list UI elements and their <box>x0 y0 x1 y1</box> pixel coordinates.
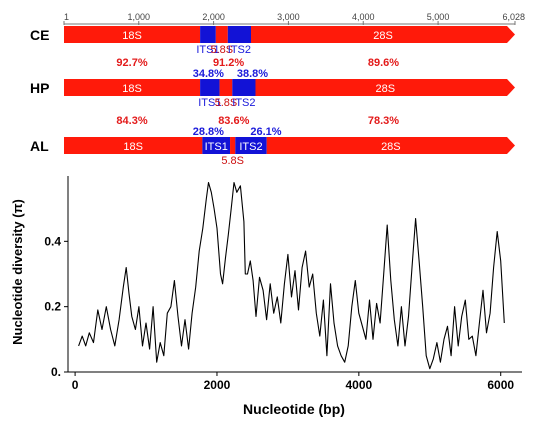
segment-58s <box>230 137 236 154</box>
segment-its2 <box>235 137 267 154</box>
y-tick-label: 0. <box>51 365 61 379</box>
segment-58s <box>219 79 233 96</box>
segment-label: ITS2 <box>232 97 255 109</box>
identity-percentage: 89.6% <box>368 57 399 69</box>
segment-label: ITS1 <box>196 44 219 56</box>
y-axis-label: Nucleotide diversity (π) <box>10 199 25 345</box>
segment-its2 <box>227 26 251 43</box>
identity-percentage: 34.8% <box>193 68 224 80</box>
segment-its1 <box>202 137 231 154</box>
x-axis-label: Nucleotide (bp) <box>243 401 345 417</box>
segment-label: ITS2 <box>228 44 251 56</box>
segment-label: 18S <box>122 83 142 95</box>
segment-18s <box>64 26 201 43</box>
segment-its1 <box>200 79 220 96</box>
segment-label: 28S <box>381 141 401 153</box>
nucleotide-diversity-plot: 0 2000 4000 6000 0. 0.2 0.4 Nucleotide (bp) Nu… <box>10 176 522 417</box>
segment-label: ITS1 <box>198 97 221 109</box>
segment-28s <box>266 137 515 154</box>
plot-axes: 0 2000 4000 6000 0. 0.2 0.4 <box>44 176 522 392</box>
ruler-tick-label: 1,000 <box>127 12 150 22</box>
segment-its2 <box>232 79 256 96</box>
x-tick-label: 2000 <box>204 378 231 392</box>
segment-58s <box>215 26 228 43</box>
segment-label: 5.8S <box>215 97 238 109</box>
ruler-tick-label: 5,000 <box>427 12 450 22</box>
y-tick-label: 0.2 <box>44 300 61 314</box>
identity-percentage: 78.3% <box>368 115 399 127</box>
ruler-tick-label: 4,000 <box>352 12 375 22</box>
segment-28s <box>255 79 515 96</box>
segment-label: 18S <box>123 141 143 153</box>
segment-18s <box>64 79 201 96</box>
identity-percentage: 91.2% <box>213 57 244 69</box>
segment-label: 5.8S <box>221 155 244 167</box>
ruler-tick-label: 2,000 <box>202 12 225 22</box>
segment-label: 5.8S <box>210 44 233 56</box>
x-tick-label: 0 <box>72 378 79 392</box>
x-tick-label: 6000 <box>487 378 514 392</box>
segment-label: 28S <box>375 83 395 95</box>
identity-percentage: 26.1% <box>250 126 281 138</box>
segment-its1 <box>200 26 216 43</box>
x-tick-label: 4000 <box>345 378 372 392</box>
diversity-line <box>78 181 505 370</box>
identity-percentage: 92.7% <box>116 57 147 69</box>
segment-label: 28S <box>373 30 393 42</box>
ruler-tick-label: 1 <box>64 12 69 22</box>
sequence-ruler: 1 1,000 2,000 3,000 4,000 5,000 6,028 <box>63 12 525 25</box>
segment-28s <box>251 26 515 43</box>
segment-18s <box>64 137 203 154</box>
segment-label: ITS2 <box>239 141 262 153</box>
row-label: CE <box>30 27 49 43</box>
identity-percentage: 38.8% <box>237 68 268 80</box>
ribosomal-dna-map: 1 1,000 2,000 3,000 4,000 5,000 6,028 CE 18S ITS… <box>30 12 525 167</box>
y-tick-label: 0.4 <box>44 234 61 248</box>
segment-label: ITS1 <box>205 141 228 153</box>
identity-percentage: 84.3% <box>116 115 147 127</box>
row-label: AL <box>30 138 49 154</box>
identity-percentage: 83.6% <box>218 115 249 127</box>
ruler-tick-label: 6,028 <box>502 12 525 22</box>
identity-percentage: 28.8% <box>193 126 224 138</box>
gene-row-al: AL 18S ITS1 5.8S ITS2 28S 84.3% 83.6% 78.3% 28.8%… <box>30 115 515 167</box>
ruler-tick-label: 3,000 <box>277 12 300 22</box>
segment-label: 18S <box>122 30 142 42</box>
row-label: HP <box>30 80 49 96</box>
